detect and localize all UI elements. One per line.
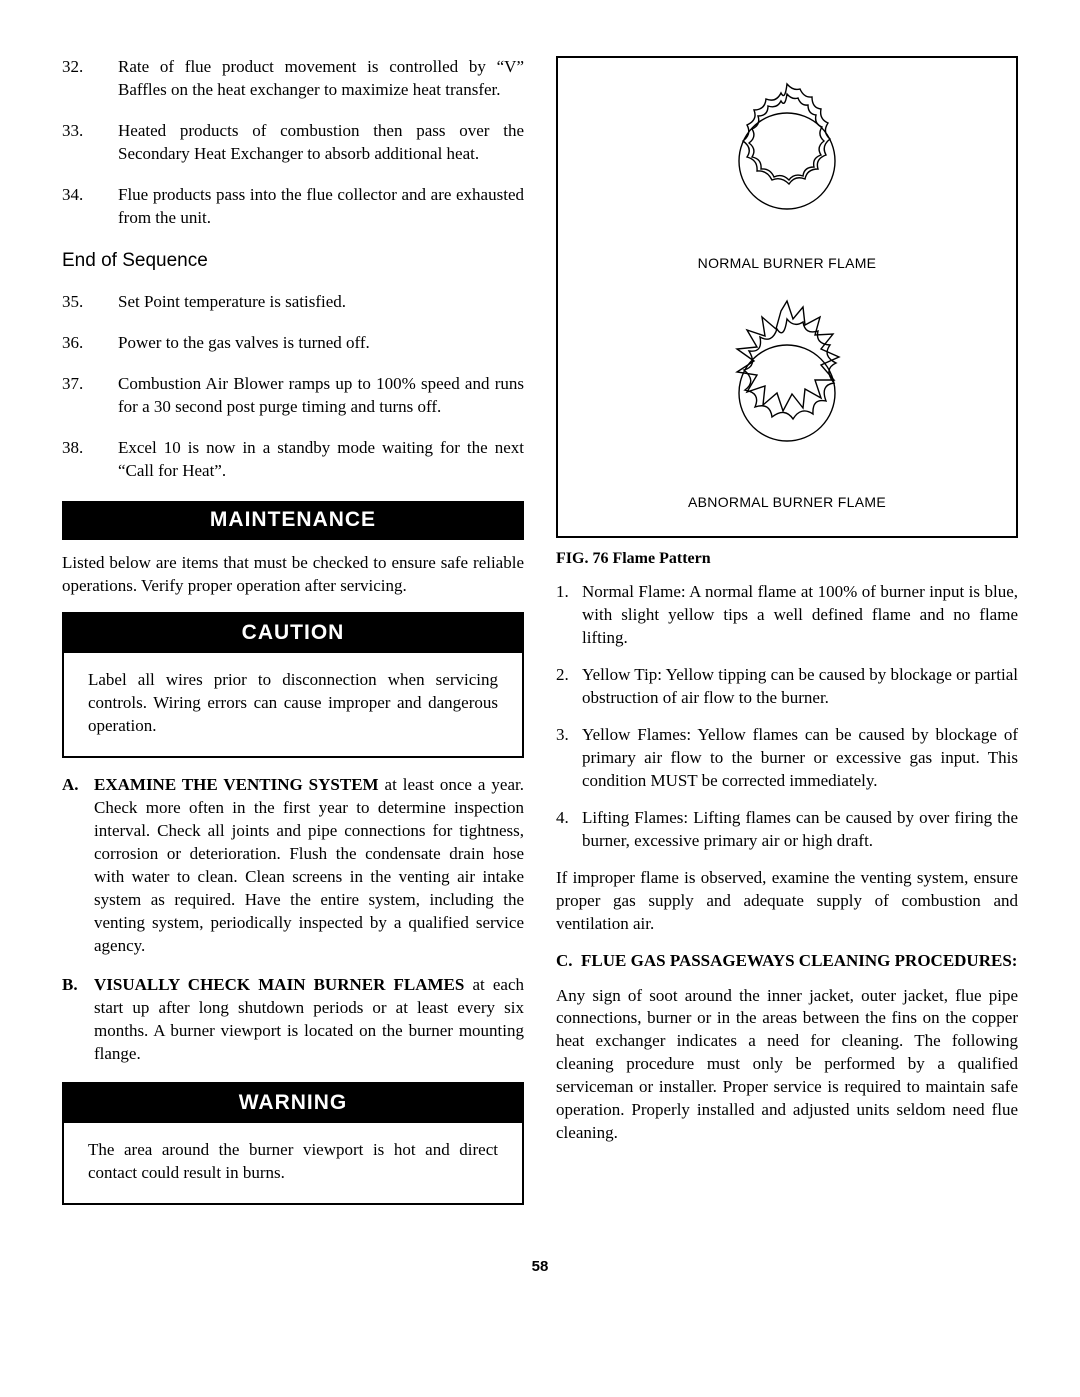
item-number: 32.	[62, 56, 118, 102]
maintenance-intro: Listed below are items that must be chec…	[62, 552, 524, 598]
left-column: 32.Rate of flue product movement is cont…	[62, 56, 524, 1221]
item-lead: EXAMINE THE VENTING SYSTEM	[94, 775, 379, 794]
normal-flame-icon	[702, 76, 872, 246]
list-item: 35.Set Point temperature is satisfied.	[62, 291, 524, 314]
abnormal-flame-icon	[692, 295, 882, 485]
list-item: 1.Normal Flame: A normal flame at 100% o…	[556, 581, 1018, 650]
warning-header: WARNING	[64, 1084, 522, 1123]
list-item: 33.Heated products of combustion then pa…	[62, 120, 524, 166]
end-sequence-list: 35.Set Point temperature is satisfied.36…	[62, 291, 524, 483]
page-number: 58	[62, 1257, 1018, 1277]
item-rest: at least once a year. Check more often i…	[94, 775, 524, 955]
item-number: 36.	[62, 332, 118, 355]
item-number: 37.	[62, 373, 118, 419]
item-text: VISUALLY CHECK MAIN BURNER FLAMES at eac…	[94, 974, 524, 1066]
procedures-heading: C. FLUE GAS PASSAGEWAYS CLEANING PROCEDU…	[556, 950, 1018, 973]
item-number: 1.	[556, 581, 582, 650]
item-number: 38.	[62, 437, 118, 483]
item-text: Flue products pass into the flue collect…	[118, 184, 524, 230]
figure-box: NORMAL BURNER FLAME ABNORMAL BURNER FLAM…	[556, 56, 1018, 538]
flame-outro: If improper flame is observed, examine t…	[556, 867, 1018, 936]
item-number: 4.	[556, 807, 582, 853]
warning-body: The area around the burner viewport is h…	[64, 1123, 522, 1203]
letter-item: B.VISUALLY CHECK MAIN BURNER FLAMES at e…	[62, 974, 524, 1066]
item-text: EXAMINE THE VENTING SYSTEM at least once…	[94, 774, 524, 958]
item-number: 35.	[62, 291, 118, 314]
flame-pattern-list: 1.Normal Flame: A normal flame at 100% o…	[556, 581, 1018, 852]
list-item: 3.Yellow Flames: Yellow flames can be ca…	[556, 724, 1018, 793]
item-number: 33.	[62, 120, 118, 166]
procedures-body: Any sign of soot around the inner jacket…	[556, 985, 1018, 1146]
end-of-sequence-heading: End of Sequence	[62, 248, 524, 274]
item-text: Combustion Air Blower ramps up to 100% s…	[118, 373, 524, 419]
normal-flame-caption: NORMAL BURNER FLAME	[568, 254, 1006, 273]
two-column-layout: 32.Rate of flue product movement is cont…	[62, 56, 1018, 1221]
list-item: 32.Rate of flue product movement is cont…	[62, 56, 524, 102]
item-letter: B.	[62, 974, 94, 1066]
figure-title: FIG. 76 Flame Pattern	[556, 548, 1018, 570]
item-number: 3.	[556, 724, 582, 793]
item-letter: A.	[62, 774, 94, 958]
list-item: 2.Yellow Tip: Yellow tipping can be caus…	[556, 664, 1018, 710]
item-text: Heated products of combustion then pass …	[118, 120, 524, 166]
item-text: Yellow Flames: Yellow flames can be caus…	[582, 724, 1018, 793]
item-number: 2.	[556, 664, 582, 710]
procedures-title: FLUE GAS PASSAGEWAYS CLEANING PROCEDURES…	[581, 951, 1017, 970]
list-item: 34.Flue products pass into the flue coll…	[62, 184, 524, 230]
item-lead: VISUALLY CHECK MAIN BURNER FLAMES	[94, 975, 464, 994]
abnormal-flame-caption: ABNORMAL BURNER FLAME	[568, 493, 1006, 512]
list-item: 37.Combustion Air Blower ramps up to 100…	[62, 373, 524, 419]
item-text: Lifting Flames: Lifting flames can be ca…	[582, 807, 1018, 853]
sequence-list: 32.Rate of flue product movement is cont…	[62, 56, 524, 230]
procedures-letter: C.	[556, 951, 573, 970]
item-text: Rate of flue product movement is control…	[118, 56, 524, 102]
caution-header: CAUTION	[64, 614, 522, 653]
maintenance-section-bar: MAINTENANCE	[62, 501, 524, 540]
list-item: 36.Power to the gas valves is turned off…	[62, 332, 524, 355]
item-text: Yellow Tip: Yellow tipping can be caused…	[582, 664, 1018, 710]
item-text: Excel 10 is now in a standby mode waitin…	[118, 437, 524, 483]
item-text: Power to the gas valves is turned off.	[118, 332, 524, 355]
item-number: 34.	[62, 184, 118, 230]
caution-body: Label all wires prior to disconnection w…	[64, 653, 522, 756]
right-column: NORMAL BURNER FLAME ABNORMAL BURNER FLAM…	[556, 56, 1018, 1221]
maintenance-letter-list: A.EXAMINE THE VENTING SYSTEM at least on…	[62, 774, 524, 1065]
list-item: 4.Lifting Flames: Lifting flames can be …	[556, 807, 1018, 853]
warning-box: WARNING The area around the burner viewp…	[62, 1082, 524, 1205]
caution-box: CAUTION Label all wires prior to disconn…	[62, 612, 524, 758]
list-item: 38.Excel 10 is now in a standby mode wai…	[62, 437, 524, 483]
letter-item: A.EXAMINE THE VENTING SYSTEM at least on…	[62, 774, 524, 958]
item-text: Set Point temperature is satisfied.	[118, 291, 524, 314]
item-text: Normal Flame: A normal flame at 100% of …	[582, 581, 1018, 650]
